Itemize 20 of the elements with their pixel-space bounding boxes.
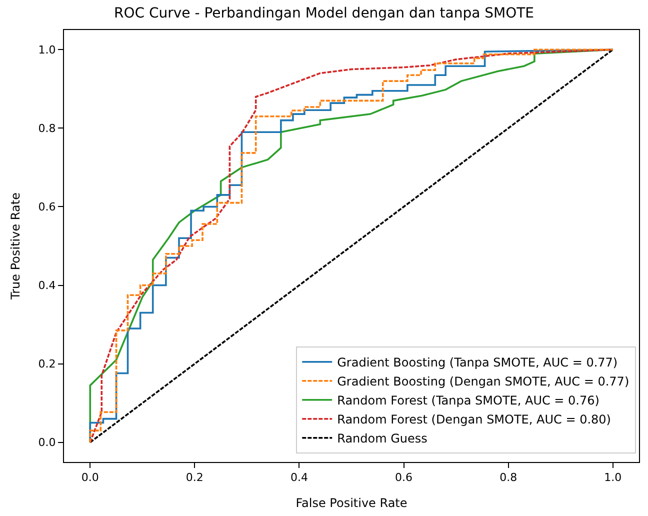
x-tick-label: 0.6 — [395, 471, 413, 484]
y-tick-label: 0.4 — [38, 279, 56, 292]
x-tick-label: 0.8 — [500, 471, 518, 484]
x-tick-label: 0.0 — [81, 471, 99, 484]
y-tick-label: 0.2 — [38, 358, 56, 371]
x-tick-label: 1.0 — [604, 471, 622, 484]
y-tick-label: 1.0 — [38, 43, 56, 56]
y-tick-label: 0.0 — [38, 436, 56, 450]
legend-label: Gradient Boosting (Dengan SMOTE, AUC = 0.77) — [337, 374, 630, 389]
x-tick-label: 0.4 — [290, 471, 308, 484]
chart-title: ROC Curve - Perbandingan Model dengan dan tanpa SMOTE — [114, 6, 534, 22]
y-axis-title: True Positive Rate — [8, 192, 23, 300]
legend-label: Random Guess — [337, 432, 428, 446]
x-tick-label: 0.2 — [186, 471, 204, 484]
y-tick-label: 0.8 — [38, 122, 56, 136]
legend-label: Gradient Boosting (Tanpa SMOTE, AUC = 0.77) — [337, 356, 618, 370]
legend-label: Random Forest (Tanpa SMOTE, AUC = 0.76) — [337, 394, 600, 408]
y-tick-label: 0.6 — [38, 200, 56, 214]
legend-label: Random Forest (Dengan SMOTE, AUC = 0.80) — [337, 412, 611, 427]
x-axis-title: False Positive Rate — [296, 496, 408, 510]
